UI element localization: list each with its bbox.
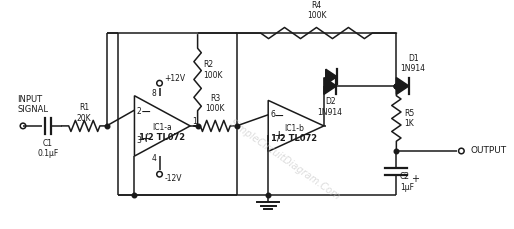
Text: 1: 1	[192, 117, 197, 126]
Text: R5
1K: R5 1K	[404, 109, 414, 128]
Polygon shape	[324, 78, 337, 94]
Polygon shape	[326, 69, 337, 84]
Text: SimpleCircuitDiagram.Com: SimpleCircuitDiagram.Com	[228, 118, 342, 202]
Text: 2: 2	[136, 106, 141, 116]
Text: +12V: +12V	[164, 74, 185, 83]
Polygon shape	[396, 78, 409, 94]
Text: 6: 6	[271, 110, 276, 119]
Text: D1
1N914: D1 1N914	[400, 54, 426, 73]
Text: +: +	[274, 129, 285, 142]
Text: C1
0.1μF: C1 0.1μF	[38, 139, 59, 158]
Text: C2
1μF: C2 1μF	[400, 172, 414, 192]
Text: 1/2 TL072: 1/2 TL072	[139, 133, 186, 142]
Text: +: +	[140, 132, 151, 145]
Text: D2
1N914: D2 1N914	[318, 97, 343, 117]
Text: 3: 3	[136, 136, 141, 145]
Text: R4
100K: R4 100K	[307, 1, 326, 20]
Text: IC1-a: IC1-a	[153, 123, 172, 132]
Text: +: +	[411, 174, 419, 184]
Text: 8: 8	[152, 89, 157, 98]
Text: −: −	[274, 110, 285, 123]
Text: R1
20K: R1 20K	[77, 103, 91, 123]
Text: 1/2 TL072: 1/2 TL072	[271, 134, 317, 142]
Text: R3
100K: R3 100K	[206, 93, 225, 113]
Text: −: −	[140, 106, 151, 119]
Text: 4: 4	[152, 154, 157, 163]
Text: IC1-b: IC1-b	[284, 124, 304, 133]
Text: R2
100K: R2 100K	[203, 60, 223, 80]
Text: OUTPUT: OUTPUT	[471, 147, 507, 155]
Text: -12V: -12V	[164, 174, 181, 183]
Text: INPUT
SIGNAL: INPUT SIGNAL	[17, 95, 48, 114]
